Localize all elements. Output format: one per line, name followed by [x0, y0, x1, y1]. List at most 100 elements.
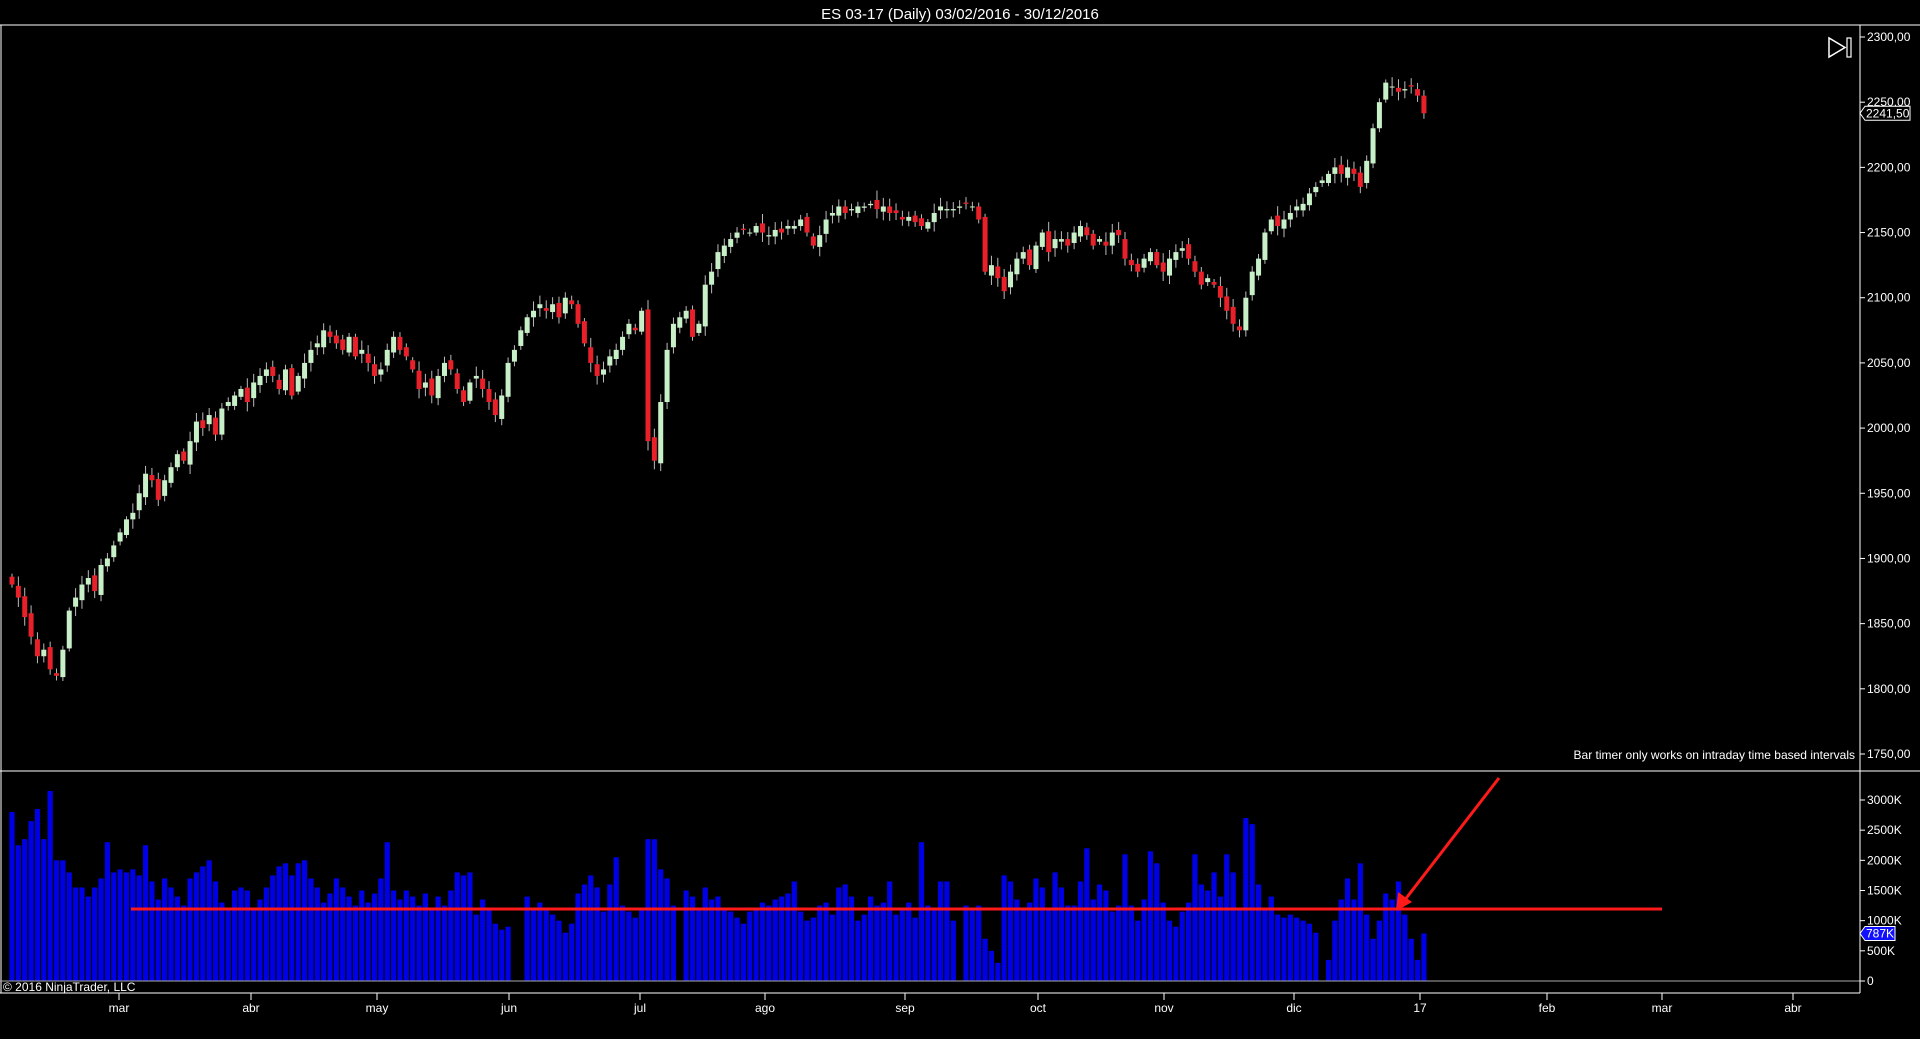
candle[interactable]	[73, 588, 79, 617]
volume-bar[interactable]	[836, 887, 842, 981]
candle[interactable]	[1326, 170, 1332, 187]
candle[interactable]	[1090, 229, 1096, 250]
volume-bar[interactable]	[1262, 908, 1268, 981]
candle[interactable]	[416, 361, 422, 399]
candle[interactable]	[1294, 199, 1300, 218]
volume-bar[interactable]	[868, 896, 874, 981]
candle[interactable]	[461, 386, 467, 406]
volume-bar[interactable]	[79, 887, 85, 981]
volume-bar[interactable]	[263, 887, 269, 981]
candle[interactable]	[957, 200, 963, 215]
volume-bar[interactable]	[251, 908, 257, 981]
volume-bar[interactable]	[441, 905, 448, 981]
candle[interactable]	[34, 632, 40, 664]
candle[interactable]	[15, 576, 21, 607]
candle[interactable]	[467, 379, 473, 404]
candle[interactable]	[1287, 205, 1293, 228]
candle[interactable]	[1262, 228, 1268, 264]
candle[interactable]	[1383, 79, 1389, 103]
candle[interactable]	[448, 354, 454, 375]
candle[interactable]	[1402, 81, 1408, 99]
candle[interactable]	[232, 391, 238, 410]
candle[interactable]	[130, 503, 136, 529]
candle[interactable]	[327, 325, 333, 344]
candle[interactable]	[709, 263, 715, 294]
candle[interactable]	[1249, 266, 1255, 301]
volume-bar[interactable]	[1001, 875, 1007, 981]
candle[interactable]	[85, 570, 91, 593]
volume-bar[interactable]	[136, 875, 142, 981]
candle[interactable]	[435, 368, 441, 406]
candle[interactable]	[1395, 79, 1401, 101]
volume-bar[interactable]	[123, 872, 130, 981]
volume-bar[interactable]	[92, 887, 98, 981]
candle[interactable]	[22, 587, 28, 626]
candle[interactable]	[511, 345, 517, 367]
volume-bar[interactable]	[1402, 914, 1408, 981]
volume-bar[interactable]	[460, 875, 467, 981]
candle[interactable]	[791, 220, 797, 235]
volume-bar[interactable]	[670, 905, 677, 981]
volume-bar[interactable]	[142, 845, 149, 981]
candle[interactable]	[1122, 232, 1128, 266]
candle[interactable]	[1167, 250, 1173, 285]
candle[interactable]	[607, 349, 613, 373]
candle[interactable]	[575, 300, 581, 328]
candle[interactable]	[282, 364, 288, 395]
volume-bar[interactable]	[117, 869, 123, 981]
candle[interactable]	[772, 222, 778, 245]
candle[interactable]	[868, 200, 874, 209]
volume-bar[interactable]	[98, 878, 104, 981]
candle[interactable]	[66, 607, 72, 652]
volume-bar[interactable]	[740, 923, 746, 981]
volume-bar[interactable]	[429, 908, 435, 981]
volume-bar[interactable]	[594, 887, 600, 981]
volume-bar[interactable]	[505, 926, 511, 981]
candle[interactable]	[1014, 252, 1020, 281]
candle[interactable]	[912, 210, 918, 227]
volume-bar[interactable]	[193, 872, 200, 981]
candle[interactable]	[41, 643, 47, 663]
candle[interactable]	[276, 374, 282, 395]
candle[interactable]	[1376, 98, 1382, 133]
volume-bar[interactable]	[181, 905, 187, 981]
candle[interactable]	[1033, 241, 1039, 273]
candle[interactable]	[168, 462, 174, 488]
volume-bar[interactable]	[785, 893, 791, 981]
volume-bar[interactable]	[1122, 854, 1128, 981]
volume-bar[interactable]	[384, 842, 390, 981]
volume-bar[interactable]	[314, 887, 320, 981]
volume-bar[interactable]	[798, 911, 804, 981]
candle[interactable]	[988, 255, 994, 285]
candle[interactable]	[429, 370, 435, 404]
candle[interactable]	[251, 373, 257, 407]
volume-bar[interactable]	[416, 905, 422, 981]
candle[interactable]	[257, 368, 263, 393]
volume-bar[interactable]	[41, 839, 47, 981]
candle[interactable]	[938, 197, 944, 219]
candle[interactable]	[1236, 319, 1242, 338]
volume-bar[interactable]	[1275, 914, 1281, 981]
candle[interactable]	[321, 323, 327, 355]
candle[interactable]	[505, 357, 511, 403]
volume-bar[interactable]	[1306, 923, 1313, 981]
candle[interactable]	[60, 645, 66, 681]
candle[interactable]	[944, 201, 950, 219]
volume-bar[interactable]	[626, 911, 632, 981]
volume-bar[interactable]	[391, 890, 397, 982]
candle[interactable]	[1058, 231, 1064, 250]
volume-bar[interactable]	[658, 869, 664, 981]
volume-bar[interactable]	[130, 869, 136, 981]
candle[interactable]	[759, 214, 765, 242]
volume-bar[interactable]	[174, 896, 180, 981]
candle[interactable]	[836, 199, 842, 223]
skip-to-end-icon[interactable]	[1828, 36, 1852, 59]
volume-bar[interactable]	[931, 908, 937, 981]
candle[interactable]	[931, 203, 937, 232]
candle[interactable]	[1243, 291, 1249, 337]
volume-bar[interactable]	[874, 905, 880, 981]
volume-bar[interactable]	[619, 905, 626, 981]
volume-bar[interactable]	[1020, 908, 1026, 981]
candle[interactable]	[696, 320, 702, 337]
volume-bar[interactable]	[155, 899, 161, 981]
